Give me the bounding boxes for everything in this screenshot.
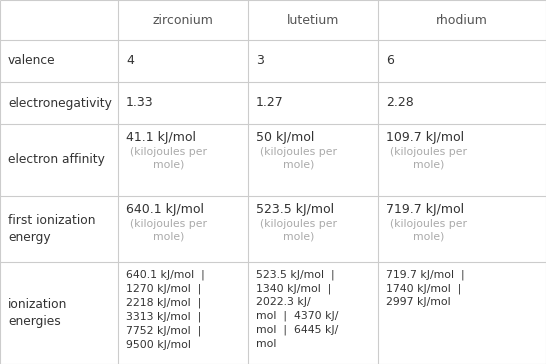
Text: 523.5 kJ/mol  |
1340 kJ/mol  |
2022.3 kJ/
mol  |  4370 kJ/
mol  |  6445 kJ/
mol: 523.5 kJ/mol | 1340 kJ/mol | 2022.3 kJ/ … <box>256 269 339 349</box>
Text: lutetium: lutetium <box>287 13 339 27</box>
Text: 50 kJ/mol: 50 kJ/mol <box>256 131 314 144</box>
Text: electron affinity: electron affinity <box>8 154 105 166</box>
Text: first ionization
energy: first ionization energy <box>8 214 96 244</box>
Text: 1.33: 1.33 <box>126 96 153 110</box>
Text: ionization
energies: ionization energies <box>8 298 67 328</box>
Text: 6: 6 <box>386 55 394 67</box>
Text: 4: 4 <box>126 55 134 67</box>
Text: (kilojoules per
mole): (kilojoules per mole) <box>130 147 207 170</box>
Text: 719.7 kJ/mol: 719.7 kJ/mol <box>386 203 464 216</box>
Text: (kilojoules per
mole): (kilojoules per mole) <box>260 219 337 242</box>
Text: electronegativity: electronegativity <box>8 96 112 110</box>
Text: 41.1 kJ/mol: 41.1 kJ/mol <box>126 131 196 144</box>
Text: valence: valence <box>8 55 56 67</box>
Text: 719.7 kJ/mol  |
1740 kJ/mol  |
2997 kJ/mol: 719.7 kJ/mol | 1740 kJ/mol | 2997 kJ/mol <box>386 269 465 307</box>
Text: 1.27: 1.27 <box>256 96 284 110</box>
Text: 2.28: 2.28 <box>386 96 414 110</box>
Text: (kilojoules per
mole): (kilojoules per mole) <box>390 219 467 242</box>
Text: rhodium: rhodium <box>436 13 488 27</box>
Text: 523.5 kJ/mol: 523.5 kJ/mol <box>256 203 334 216</box>
Text: (kilojoules per
mole): (kilojoules per mole) <box>390 147 467 170</box>
Text: 109.7 kJ/mol: 109.7 kJ/mol <box>386 131 464 144</box>
Text: (kilojoules per
mole): (kilojoules per mole) <box>260 147 337 170</box>
Text: (kilojoules per
mole): (kilojoules per mole) <box>130 219 207 242</box>
Text: 640.1 kJ/mol  |
1270 kJ/mol  |
2218 kJ/mol  |
3313 kJ/mol  |
7752 kJ/mol  |
9500: 640.1 kJ/mol | 1270 kJ/mol | 2218 kJ/mol… <box>126 269 205 349</box>
Text: 3: 3 <box>256 55 264 67</box>
Text: zirconium: zirconium <box>152 13 213 27</box>
Text: 640.1 kJ/mol: 640.1 kJ/mol <box>126 203 204 216</box>
